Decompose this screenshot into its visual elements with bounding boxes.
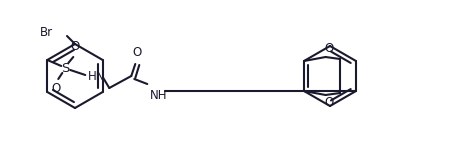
Text: Br: Br bbox=[40, 25, 53, 39]
Text: HN: HN bbox=[89, 71, 106, 83]
Text: O: O bbox=[324, 42, 333, 56]
Text: S: S bbox=[61, 61, 70, 75]
Text: O: O bbox=[71, 41, 80, 54]
Text: O: O bbox=[324, 97, 333, 110]
Text: NH: NH bbox=[150, 89, 168, 102]
Text: O: O bbox=[52, 83, 61, 95]
Text: O: O bbox=[133, 46, 142, 59]
